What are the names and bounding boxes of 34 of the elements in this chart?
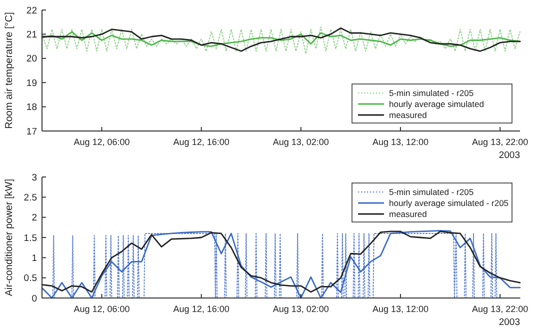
x-tick-label: Aug 13, 12:00 (372, 304, 429, 314)
legend-label: hourly average simulated (389, 98, 484, 109)
y-tick-label: 0.5 (24, 273, 37, 284)
x-tick-label: Aug 13, 02:00 (272, 304, 329, 314)
text: 2003 (498, 317, 520, 328)
x-tick-label: Aug 12, 06:00 (74, 137, 130, 147)
x-tick-label: Aug 12, 16:00 (173, 304, 230, 314)
y-tick-label: 22 (26, 5, 37, 16)
y-tick-label: 17 (26, 126, 37, 138)
x-tick-label: Aug 13, 22:00 (472, 304, 528, 314)
legend-label: 5-min simulated - r205 (389, 88, 474, 98)
y-tick-label: 18 (26, 102, 37, 114)
y-tick-label: 2 (32, 212, 37, 224)
x-tick-label: Aug 13, 12:00 (372, 137, 429, 147)
y-tick-label: 20 (26, 54, 37, 65)
legend-label: measured (389, 110, 428, 120)
x-tick-label: Aug 12, 06:00 (74, 304, 130, 314)
y-tick-label: 0 (32, 293, 37, 304)
y-tick-label: 19 (26, 78, 37, 89)
x-tick-label: Aug 13, 02:00 (272, 137, 329, 147)
legend-label: hourly average simulated - r205 (389, 198, 509, 208)
y-tick-label: 21 (26, 30, 37, 41)
y-tick-label: 3 (32, 172, 37, 184)
y-tick-label: 1 (32, 252, 37, 264)
x-tick-label: Aug 12, 16:00 (173, 137, 230, 147)
legend-label: 5-min simulated - r205 (389, 186, 474, 197)
x-tick-label: Aug 13, 22:00 (472, 137, 528, 147)
legend-label: measured (389, 208, 428, 219)
y-tick-label: 2.5 (24, 192, 37, 204)
y-axis-title: Room air temperature [°C] (4, 12, 15, 129)
line-series (41, 31, 521, 47)
y-tick-label: 1.5 (24, 232, 37, 244)
text: 2003 (498, 150, 520, 161)
y-axis-title: Air-conditioner power [kW] (4, 178, 15, 296)
